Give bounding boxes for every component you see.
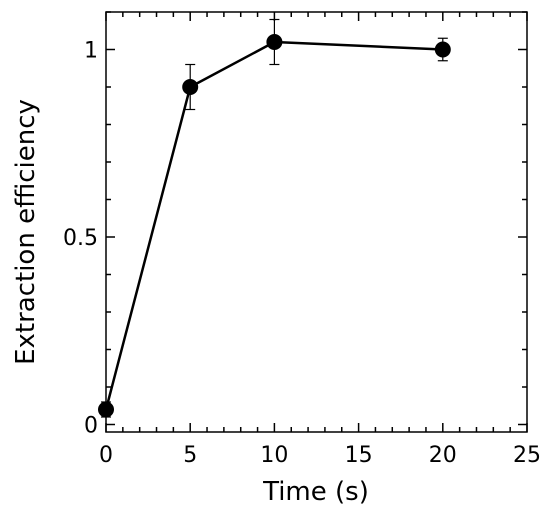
x-tick-label: 0	[99, 443, 113, 468]
x-tick-label: 15	[345, 443, 373, 468]
y-tick-label: 1	[84, 39, 98, 64]
data-point	[98, 401, 114, 418]
data-point	[266, 34, 283, 50]
x-tick-label: 20	[429, 443, 457, 468]
x-tick-label: 25	[513, 443, 541, 468]
y-tick-label: 0	[84, 414, 98, 439]
series-layer	[98, 18, 451, 418]
x-axis-title: Time (s)	[262, 477, 369, 507]
y-tick-label: 0.5	[63, 226, 98, 251]
x-axis-ticks: 0 5 10 15 20 25	[99, 12, 541, 468]
x-tick-label: 5	[183, 443, 197, 468]
data-point	[182, 79, 199, 95]
series-line	[104, 40, 443, 410]
data-point	[434, 41, 451, 58]
x-tick-label: 10	[260, 443, 288, 468]
y-axis-ticks: 00.51	[63, 11, 527, 439]
plot-frame	[105, 11, 528, 433]
y-axis-title: Extraction efficiency	[11, 99, 41, 365]
